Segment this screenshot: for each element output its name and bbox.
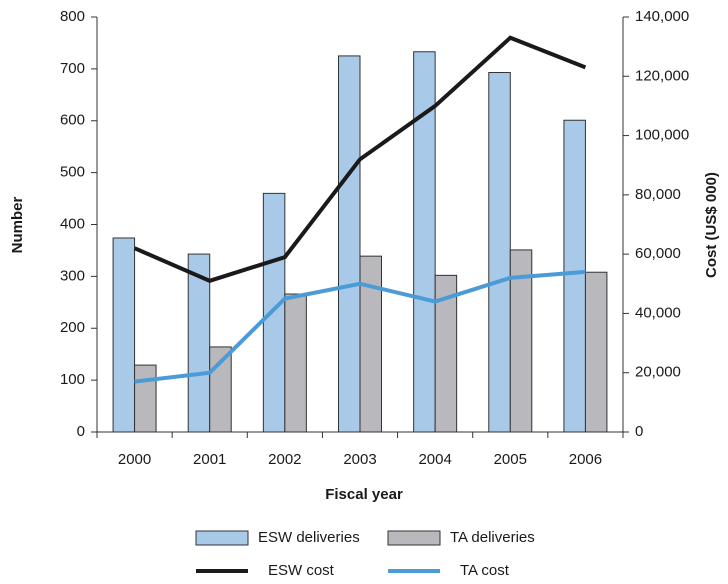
y-tick-label: 400 (60, 215, 85, 232)
bar (134, 364, 157, 433)
y2-tick-label: 80,000 (635, 186, 681, 203)
line (133, 35, 587, 283)
y-tick-label: 800 (60, 8, 85, 25)
x-tick-label: 2006 (569, 451, 602, 468)
legend-swatch (387, 530, 441, 546)
bar (563, 119, 586, 433)
bar (284, 293, 307, 433)
legend-label: TA cost (460, 562, 510, 579)
y2-tick-label: 60,000 (635, 245, 681, 262)
y2-tick-label: 20,000 (635, 364, 681, 381)
x-tick-label: 2004 (418, 451, 451, 468)
bar (584, 271, 608, 433)
bar (488, 72, 511, 433)
x-tick-label: 2001 (193, 451, 226, 468)
bar (262, 192, 286, 433)
legend-label: ESW cost (268, 562, 335, 579)
x-tick-label: 2000 (118, 451, 151, 468)
x-tick-label: 2005 (494, 451, 527, 468)
y-tick-label: 500 (60, 164, 85, 181)
y2-axis-label: Cost (US$ 000) (703, 172, 720, 278)
y-tick-label: 600 (60, 112, 85, 129)
y-tick-label: 0 (77, 423, 85, 440)
y2-tick-label: 40,000 (635, 304, 681, 321)
y-tick-label: 300 (60, 267, 85, 284)
bar (112, 237, 136, 433)
bar (338, 55, 361, 433)
legend-label: ESW deliveries (258, 529, 360, 546)
y-tick-label: 100 (60, 371, 85, 388)
y2-tick-label: 120,000 (635, 67, 689, 84)
legend-label: TA deliveries (450, 529, 535, 546)
x-tick-label: 2003 (343, 451, 376, 468)
legend-swatch (195, 530, 249, 546)
y2-tick-label: 0 (635, 423, 643, 440)
x-axis-label: Fiscal year (325, 486, 403, 503)
y-tick-label: 700 (60, 60, 85, 77)
y2-tick-label: 100,000 (635, 127, 689, 144)
y-tick-label: 200 (60, 319, 85, 336)
line (134, 269, 586, 384)
y2-tick-label: 140,000 (635, 8, 689, 25)
y-axis-label: Number (9, 197, 26, 254)
x-tick-label: 2002 (268, 451, 301, 468)
